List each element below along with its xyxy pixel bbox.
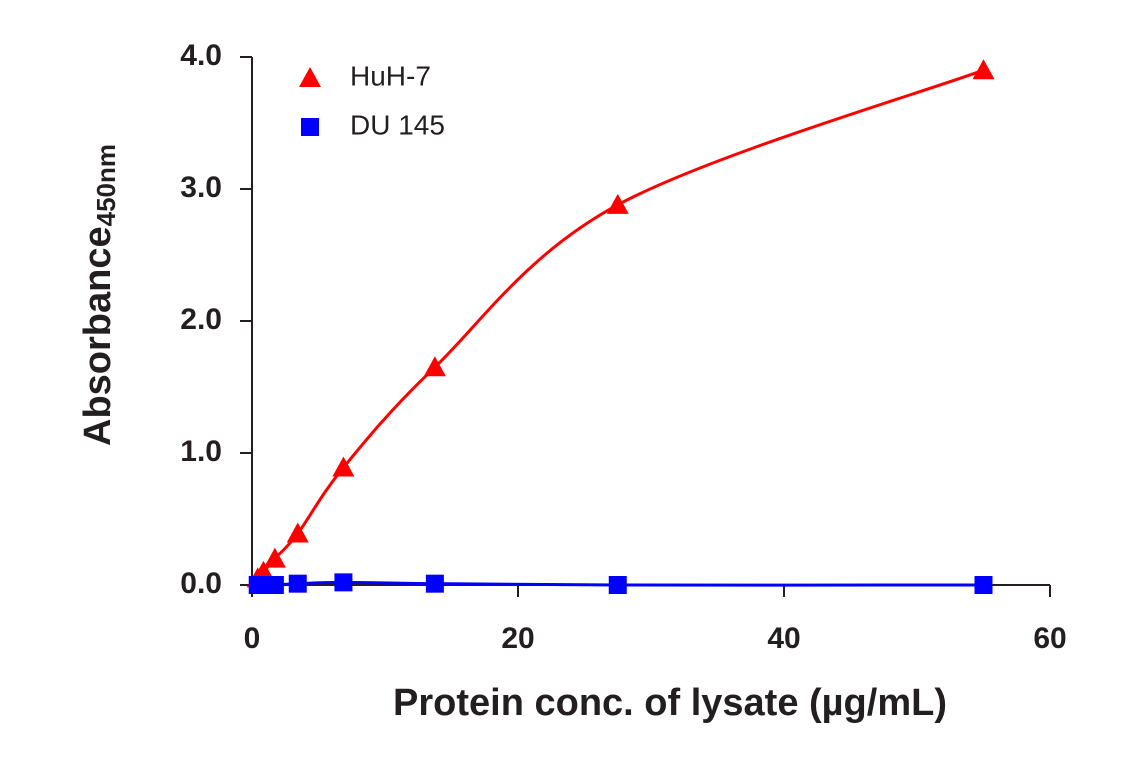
x-tick-label: 0	[244, 622, 261, 655]
x-tick-label: 20	[501, 622, 534, 655]
legend-marker	[299, 67, 321, 87]
y-tick-label: 3.0	[180, 171, 222, 204]
x-tick-label: 40	[767, 622, 800, 655]
data-point	[252, 560, 275, 581]
legend-label: DU 145	[350, 109, 445, 140]
series-line	[256, 68, 985, 580]
y-axis-label-sub: 450nm	[91, 144, 121, 226]
data-point	[334, 573, 353, 592]
data-point	[608, 576, 627, 594]
y-tick-label: 0.0	[180, 567, 222, 600]
y-tick-label: 4.0	[180, 39, 222, 72]
data-point	[332, 456, 355, 477]
data-point	[286, 522, 309, 543]
data-point	[425, 574, 444, 593]
data-point	[606, 193, 629, 214]
y-axis-label-main: Absorbance	[77, 226, 119, 446]
data-point	[974, 576, 993, 594]
x-axis-label: Protein conc. of lysate (µg/mL)	[393, 682, 947, 724]
y-axis-label: Absorbance450nm	[77, 144, 121, 446]
y-tick-label: 2.0	[180, 303, 222, 336]
legend-label: HuH-7	[350, 60, 431, 91]
x-tick-label: 60	[1033, 622, 1066, 655]
data-point	[972, 59, 995, 80]
data-point	[263, 547, 286, 568]
legend-marker	[301, 118, 319, 136]
data-point	[423, 356, 446, 377]
data-point	[265, 576, 284, 594]
y-tick-label: 1.0	[180, 435, 222, 468]
data-point	[288, 574, 307, 593]
